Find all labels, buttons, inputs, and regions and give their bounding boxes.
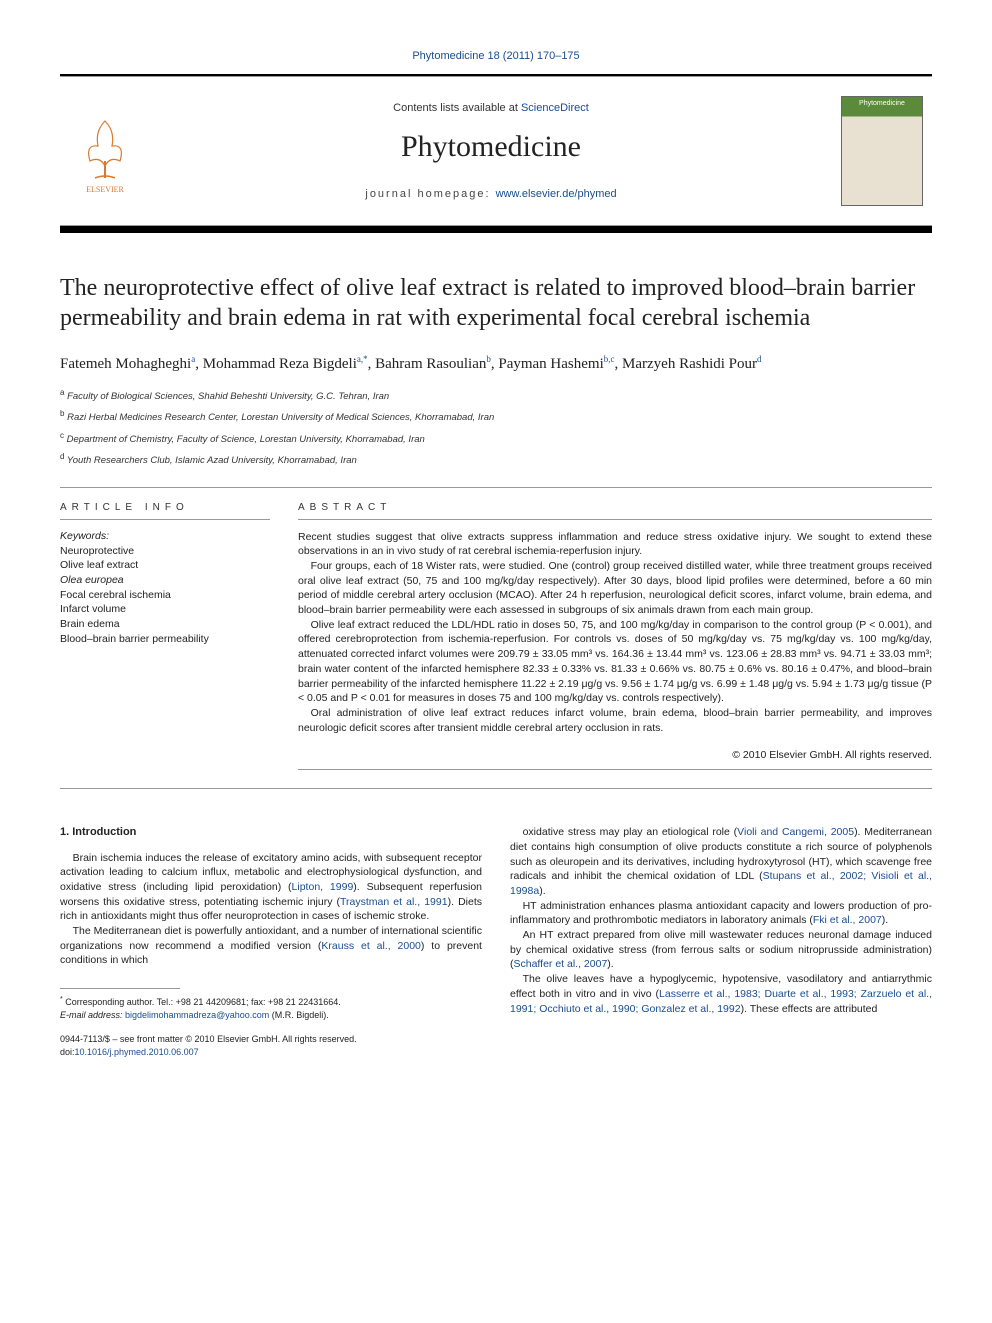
journal-name: Phytomedicine	[401, 130, 581, 164]
right-column: oxidative stress may play an etiological…	[510, 825, 932, 1058]
keyword: Blood–brain barrier permeability	[60, 632, 270, 647]
header-bar-bottom	[60, 226, 932, 233]
keyword: Brain edema	[60, 617, 270, 632]
homepage-link[interactable]: www.elsevier.de/phymed	[496, 188, 617, 200]
body-paragraph: The Mediterranean diet is powerfully ant…	[60, 924, 482, 968]
keyword: Neuroprotective	[60, 544, 270, 559]
keyword: Olive leaf extract	[60, 558, 270, 573]
journal-cover-thumb	[841, 96, 923, 206]
author-name: Mohammad Reza Bigdeli	[203, 356, 357, 372]
elsevier-tree-icon: ELSEVIER	[70, 106, 140, 196]
journal-ref-link[interactable]: Phytomedicine 18 (2011) 170–175	[412, 50, 579, 62]
citation[interactable]: Krauss et al., 2000	[321, 940, 421, 952]
rule-below-info	[60, 788, 932, 789]
author-name: Fatemeh Mohagheghi	[60, 356, 191, 372]
footer-block: 0944-7113/$ – see front matter © 2010 El…	[60, 1033, 482, 1058]
body-paragraph: An HT extract prepared from olive mill w…	[510, 928, 932, 972]
author-name: Bahram Rasoulian	[375, 356, 486, 372]
journal-reference: Phytomedicine 18 (2011) 170–175	[60, 50, 932, 62]
affiliation-line: b Razi Herbal Medicines Research Center,…	[60, 408, 932, 425]
copyright-line: © 2010 Elsevier GmbH. All rights reserve…	[298, 749, 932, 761]
contents-lists-line: Contents lists available at ScienceDirec…	[393, 102, 589, 114]
body-paragraph: The olive leaves have a hypoglycemic, hy…	[510, 972, 932, 1016]
body-paragraph: Brain ischemia induces the release of ex…	[60, 851, 482, 924]
affiliation-line: d Youth Researchers Club, Islamic Azad U…	[60, 451, 932, 468]
journal-header-box: ELSEVIER Contents lists available at Sci…	[60, 76, 932, 226]
abstract-heading: ABSTRACT	[298, 502, 932, 520]
citation[interactable]: Lasserre et al., 1983; Duarte et al., 19…	[510, 988, 932, 1015]
abstract-paragraph: Olive leaf extract reduced the LDL/HDL r…	[298, 618, 932, 706]
rule-below-abstract	[298, 769, 932, 770]
author-affil-sup: d	[757, 354, 762, 364]
keyword: Focal cerebral ischemia	[60, 588, 270, 603]
footnote-separator	[60, 988, 180, 989]
corresponding-email-link[interactable]: bigdelimohammadreza@yahoo.com	[125, 1010, 269, 1020]
intro-heading: 1. Introduction	[60, 825, 482, 840]
affiliation-line: c Department of Chemistry, Faculty of Sc…	[60, 430, 932, 447]
author-affil-sup: b	[486, 354, 491, 364]
article-title: The neuroprotective effect of olive leaf…	[60, 273, 932, 333]
author-name: Payman Hashemi	[498, 356, 603, 372]
left-column: 1. Introduction Brain ischemia induces t…	[60, 825, 482, 1058]
sciencedirect-link[interactable]: ScienceDirect	[521, 102, 589, 114]
abstract-paragraph: Recent studies suggest that olive extrac…	[298, 530, 932, 559]
body-paragraph: HT administration enhances plasma antiox…	[510, 899, 932, 928]
citation[interactable]: Lipton, 1999	[292, 881, 354, 893]
citation[interactable]: Schaffer et al., 2007	[514, 958, 608, 970]
journal-homepage-line: journal homepage: www.elsevier.de/phymed	[365, 188, 616, 200]
keywords-label: Keywords:	[60, 530, 270, 542]
keyword: Infarct volume	[60, 602, 270, 617]
keyword: Olea europea	[60, 573, 270, 588]
corresponding-author-note: * Corresponding author. Tel.: +98 21 442…	[60, 995, 482, 1021]
citation[interactable]: Traystman et al., 1991	[340, 896, 448, 908]
body-paragraph: oxidative stress may play an etiological…	[510, 825, 932, 898]
svg-text:ELSEVIER: ELSEVIER	[86, 185, 124, 194]
abstract-paragraph: Oral administration of olive leaf extrac…	[298, 706, 932, 735]
author-name: Marzyeh Rashidi Pour	[622, 356, 757, 372]
elsevier-logo: ELSEVIER	[60, 77, 150, 225]
affiliation-line: a Faculty of Biological Sciences, Shahid…	[60, 387, 932, 404]
citation[interactable]: Violi and Cangemi, 2005	[737, 826, 854, 838]
author-affil-sup: a	[191, 354, 195, 364]
abstract-paragraph: Four groups, each of 18 Wister rats, wer…	[298, 559, 932, 618]
citation[interactable]: Fki et al., 2007	[813, 914, 882, 926]
author-affil-sup: a,*	[357, 354, 368, 364]
rule-above-info	[60, 487, 932, 488]
article-info-heading: ARTICLE INFO	[60, 502, 270, 520]
doi-link[interactable]: 10.1016/j.phymed.2010.06.007	[75, 1047, 199, 1057]
author-list: Fatemeh Mohagheghia, Mohammad Reza Bigde…	[60, 353, 932, 375]
author-affil-sup: b,c	[604, 354, 615, 364]
citation[interactable]: Stupans et al., 2002; Visioli et al., 19…	[510, 870, 932, 897]
journal-cover-thumb-wrap	[832, 77, 932, 225]
